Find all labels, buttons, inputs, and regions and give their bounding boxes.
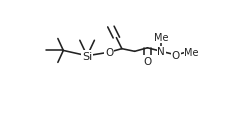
Text: O: O [172, 50, 180, 60]
Text: O: O [143, 56, 152, 66]
Text: N: N [157, 47, 165, 57]
Text: Me: Me [184, 47, 199, 57]
Text: O: O [105, 48, 113, 58]
Text: Me: Me [154, 33, 169, 43]
Text: Si: Si [82, 51, 92, 61]
